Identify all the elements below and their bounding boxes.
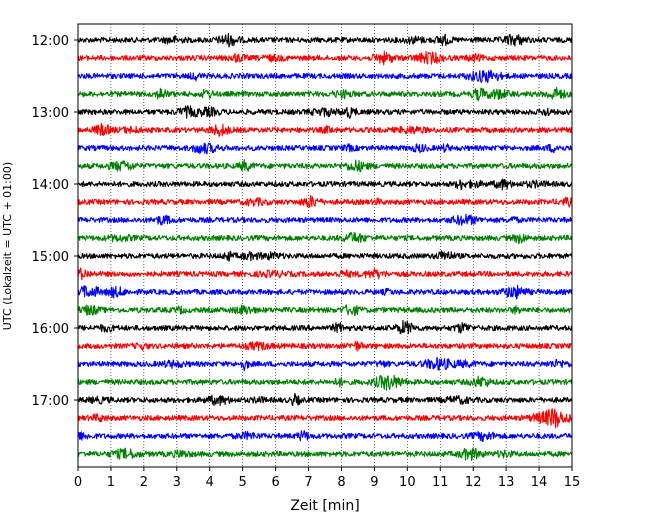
trace-1615 xyxy=(77,340,573,352)
grid-layer xyxy=(110,24,540,467)
trace-1330 xyxy=(77,142,573,155)
x-tick-label-8: 8 xyxy=(337,475,345,490)
trace-1415 xyxy=(77,194,573,208)
x-tick-label-13: 13 xyxy=(498,475,515,490)
y-tick-layer: 12:00 13:00 14:00 15:00 16:00 17:00 xyxy=(32,34,78,409)
trace-1630 xyxy=(77,356,573,372)
trace-1345 xyxy=(77,159,573,173)
x-tick-label-10: 10 xyxy=(399,475,416,490)
trace-1515 xyxy=(77,267,573,281)
plot-frame xyxy=(77,23,573,468)
trace-1715 xyxy=(77,408,573,429)
trace-1430 xyxy=(77,213,573,227)
trace-1230 xyxy=(77,69,573,84)
trace-1500 xyxy=(77,250,573,262)
trace-1530 xyxy=(77,284,573,300)
y-tick-label-1500: 15:00 xyxy=(32,250,69,265)
trace-1700 xyxy=(77,392,573,407)
trace-1300 xyxy=(77,105,573,119)
trace-1445 xyxy=(77,231,573,245)
x-tick-layer: 0 1 2 3 4 5 6 7 8 9 10 11 12 13 14 15 xyxy=(74,467,580,490)
x-tick-label-4: 4 xyxy=(206,475,214,490)
trace-1600 xyxy=(77,319,573,335)
y-tick-label-1600: 16:00 xyxy=(32,322,69,337)
x-tick-label-6: 6 xyxy=(271,475,279,490)
x-tick-label-12: 12 xyxy=(465,475,482,490)
y-tick-label-1400: 14:00 xyxy=(32,178,69,193)
x-tick-label-1: 1 xyxy=(107,475,115,490)
trace-layer xyxy=(77,32,573,461)
x-tick-label-0: 0 xyxy=(74,475,82,490)
y-axis-label: UTC (Lokalzeit = UTC + 01:00) xyxy=(1,162,14,330)
trace-1200 xyxy=(77,32,573,48)
trace-1315 xyxy=(77,122,573,137)
trace-1245 xyxy=(77,86,573,102)
y-tick-label-1200: 12:00 xyxy=(32,34,69,49)
x-tick-label-14: 14 xyxy=(531,475,548,490)
y-tick-label-1700: 17:00 xyxy=(32,394,69,409)
trace-1545 xyxy=(77,304,573,317)
trace-1730 xyxy=(77,430,573,442)
trace-1745 xyxy=(77,447,573,461)
y-tick-label-1300: 13:00 xyxy=(32,106,69,121)
x-tick-label-3: 3 xyxy=(173,475,181,490)
x-tick-label-5: 5 xyxy=(239,475,247,490)
x-tick-label-15: 15 xyxy=(564,475,581,490)
trace-1645 xyxy=(77,374,573,391)
x-tick-label-2: 2 xyxy=(140,475,148,490)
x-axis-label: Zeit [min] xyxy=(290,498,359,514)
trace-1215 xyxy=(77,50,573,66)
trace-1400 xyxy=(77,178,573,191)
x-tick-label-11: 11 xyxy=(432,475,449,490)
x-tick-label-9: 9 xyxy=(370,475,378,490)
x-tick-label-7: 7 xyxy=(304,475,312,490)
